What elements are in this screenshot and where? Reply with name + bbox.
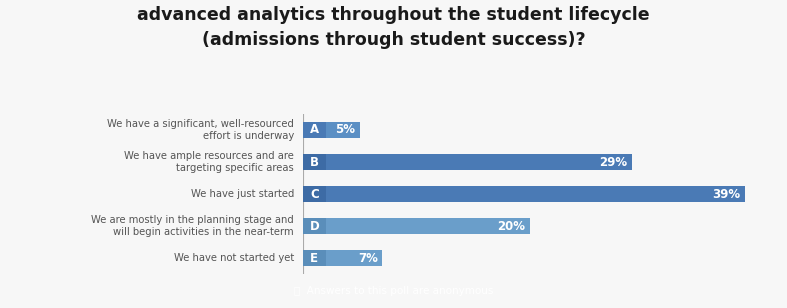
Text: To what extent is your institution deploying
advanced analytics throughout the s: To what extent is your institution deplo… (137, 0, 650, 50)
Text: A: A (310, 124, 319, 136)
Bar (303, 218, 530, 234)
Text: B: B (310, 156, 319, 168)
Text: 29%: 29% (599, 156, 627, 168)
Text: D: D (309, 220, 320, 233)
FancyBboxPatch shape (303, 218, 326, 234)
Text: We are mostly in the planning stage and
will begin activities in the near-term: We are mostly in the planning stage and … (91, 215, 294, 237)
FancyBboxPatch shape (303, 122, 326, 138)
Text: We have not started yet: We have not started yet (174, 253, 294, 263)
Text: 20%: 20% (497, 220, 525, 233)
Text: ⚿  Answers to this poll are anonymous: ⚿ Answers to this poll are anonymous (294, 286, 493, 296)
FancyBboxPatch shape (303, 250, 326, 266)
Text: We have ample resources and are
targeting specific areas: We have ample resources and are targetin… (124, 151, 294, 173)
Bar (303, 250, 382, 266)
Text: 7%: 7% (358, 252, 378, 265)
FancyBboxPatch shape (303, 186, 326, 202)
Text: We have a significant, well-resourced
effort is underway: We have a significant, well-resourced ef… (107, 119, 294, 141)
Text: E: E (310, 252, 318, 265)
Bar (303, 122, 360, 138)
Text: C: C (310, 188, 319, 201)
Bar (303, 154, 632, 170)
Text: 5%: 5% (335, 124, 355, 136)
Text: 39%: 39% (712, 188, 741, 201)
Text: We have just started: We have just started (190, 189, 294, 199)
Bar (303, 186, 745, 202)
FancyBboxPatch shape (303, 154, 326, 170)
